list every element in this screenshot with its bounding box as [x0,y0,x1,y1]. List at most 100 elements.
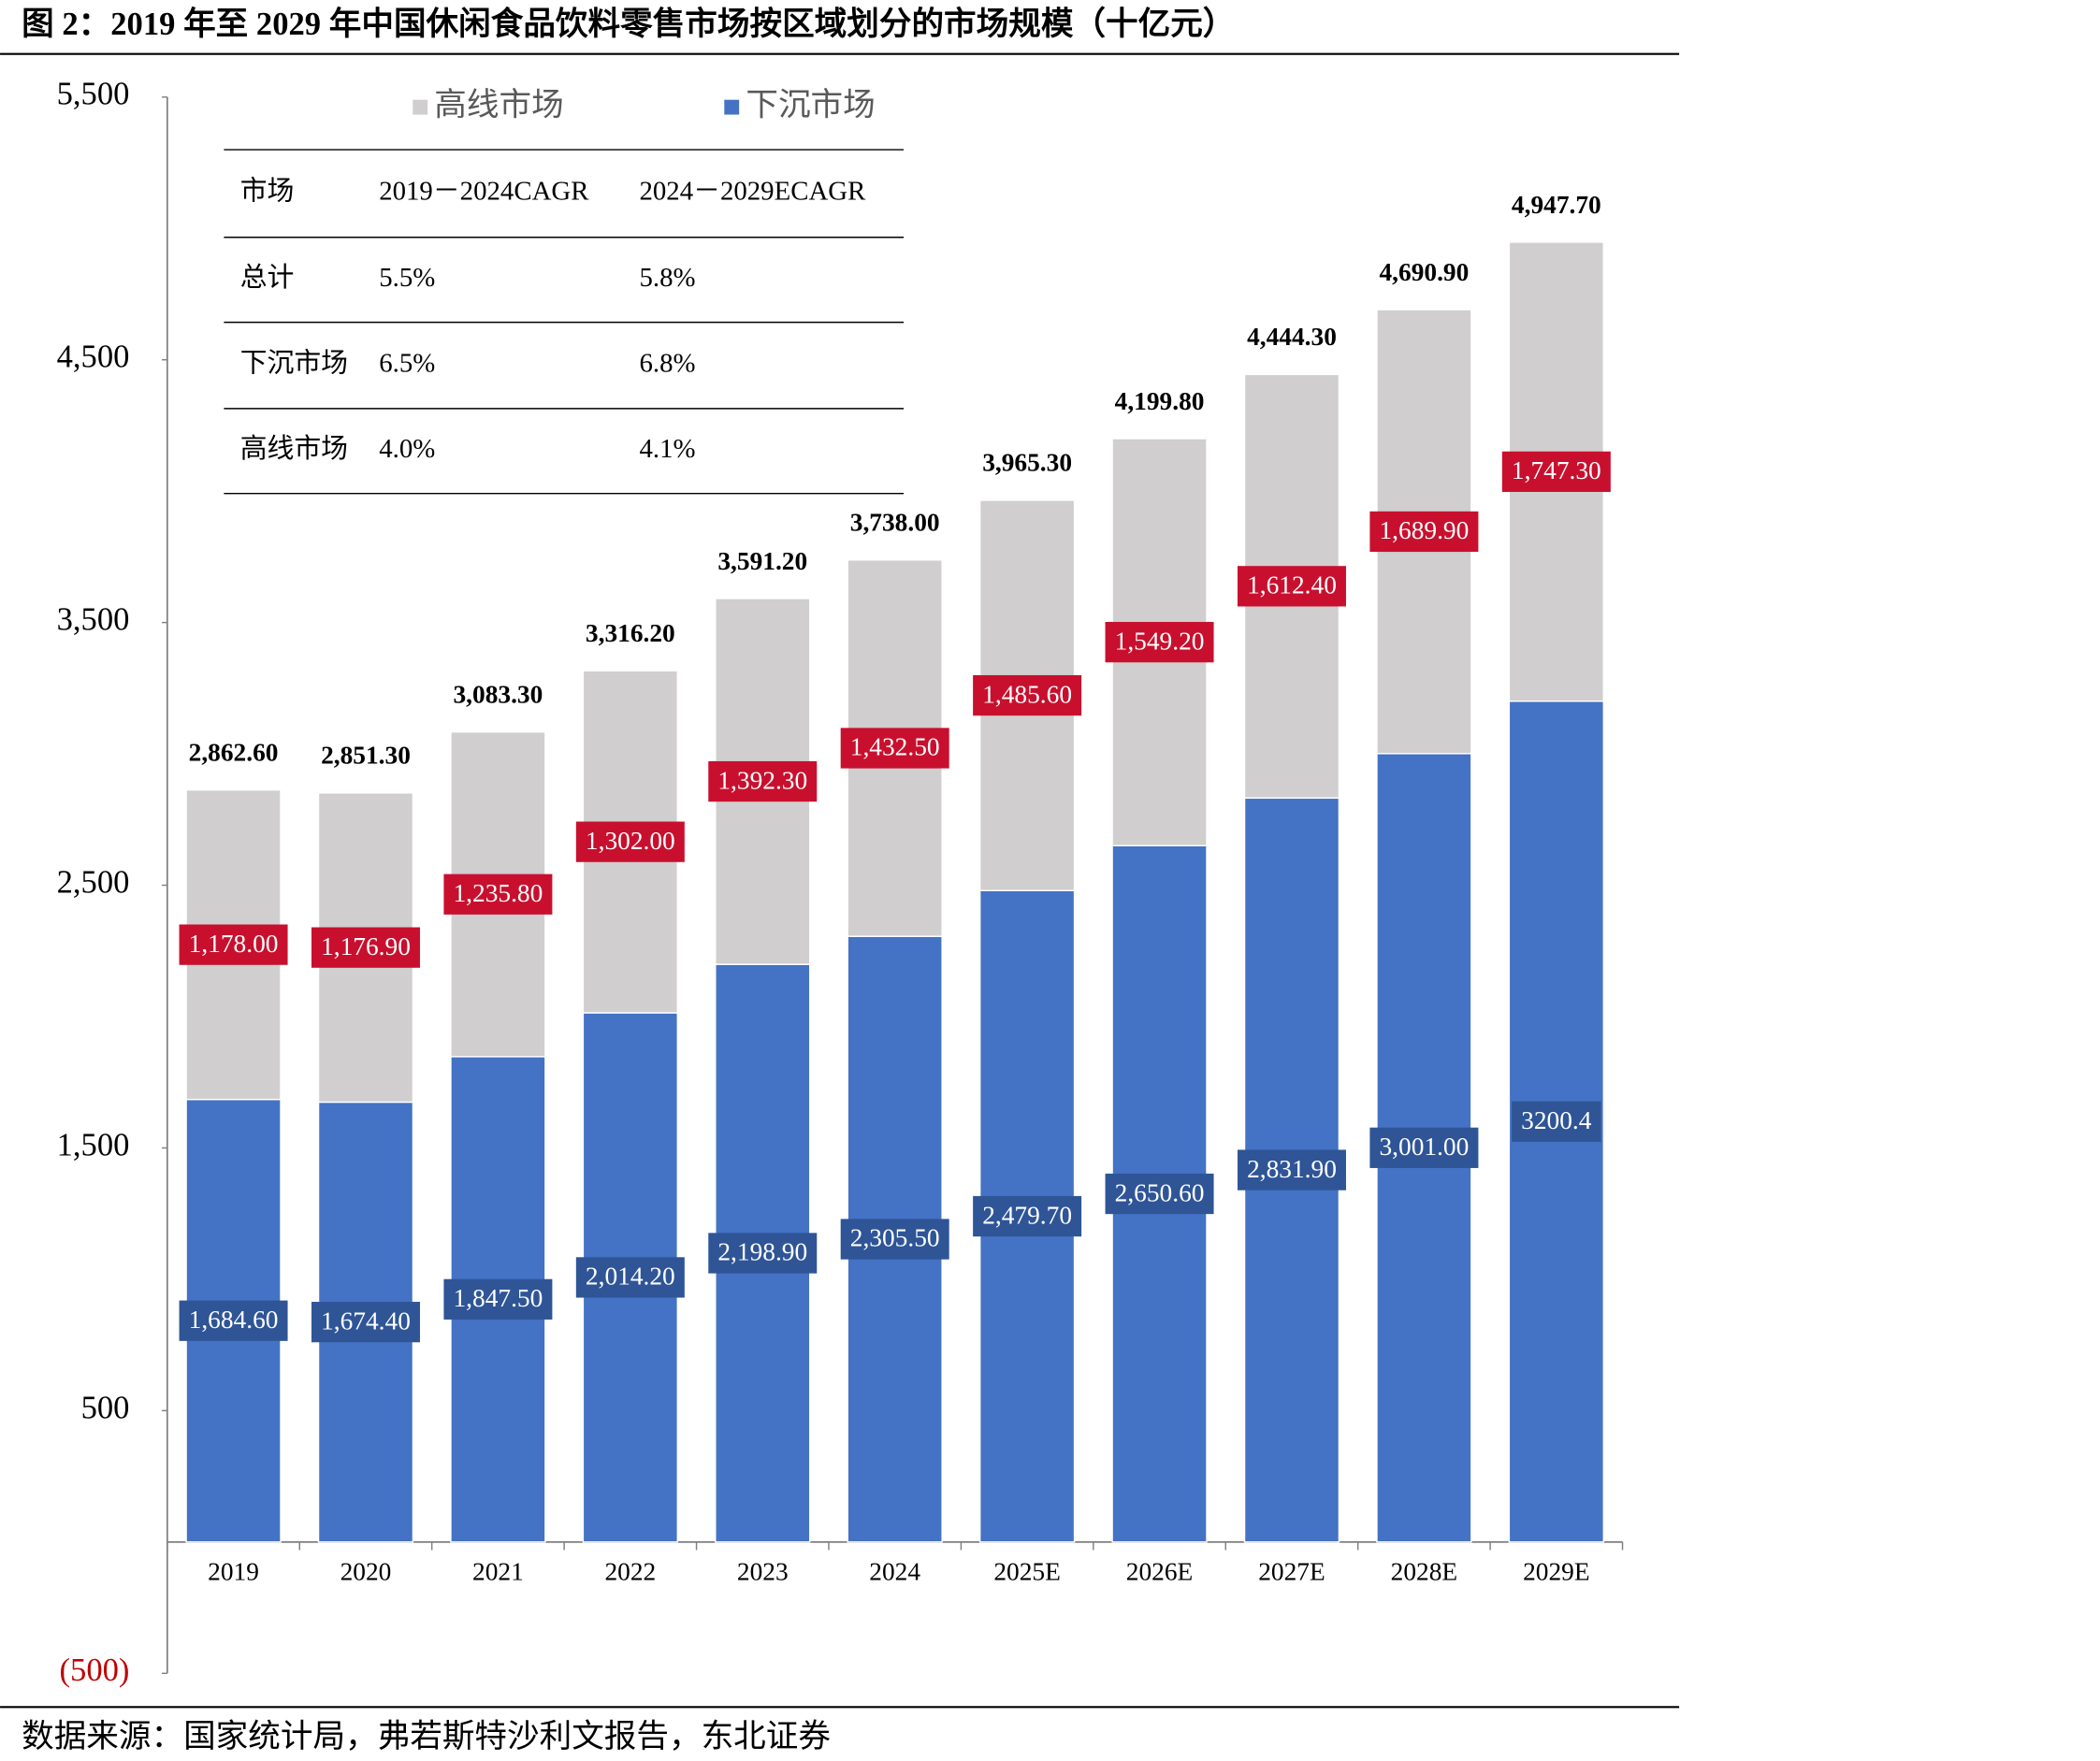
total-label: 3,316.20 [586,619,675,647]
table-cell: 4.1% [639,434,695,464]
total-label: 2,862.60 [189,738,279,766]
value-label: 1,235.80 [443,873,553,915]
value-label: 1,747.30 [1501,451,1611,493]
value-label-box [179,1300,288,1341]
value-label-text: 1,689.90 [1379,516,1469,544]
x-tick-label: 2028E [1391,1558,1457,1586]
value-label: 1,176.90 [311,927,420,968]
value-label-text: 1,432.50 [850,733,940,761]
value-label-box [1501,451,1611,493]
total-label: 4,947.70 [1512,191,1601,219]
value-label-text: 1,684.60 [189,1306,279,1334]
x-tick-label: 2020 [340,1558,392,1586]
value-label: 1,302.00 [575,821,685,862]
value-label: 2,650.60 [1105,1173,1214,1215]
x-tick-label: 2021 [472,1558,524,1586]
total-label: 3,965.30 [982,449,1072,477]
table-cell: 5.8% [639,263,695,293]
legend-swatch [724,99,740,115]
value-label-box [708,760,818,802]
value-label: 1,684.60 [179,1300,288,1341]
total-label: 3,083.30 [454,680,543,708]
table-header: 市场 [240,177,295,207]
total-label: 2,851.30 [321,742,411,770]
value-label-text: 3200.4 [1521,1106,1592,1134]
value-label-box [311,927,420,968]
value-label-text: 3,001.00 [1379,1133,1469,1161]
table-cell: 6.5% [379,348,435,378]
y-tick-label: (500) [60,1653,130,1688]
value-label: 1,485.60 [973,674,1082,716]
value-label: 2,479.70 [973,1195,1082,1237]
value-label: 3,001.00 [1369,1127,1479,1168]
legend-swatch [413,99,428,115]
table-header: 2024－2029ECAGR [639,177,866,207]
table-cell: 6.8% [639,348,695,378]
value-label-text: 1,178.00 [189,930,279,958]
x-tick-label: 2019 [208,1558,259,1586]
legend-label: 高线市场 [434,87,563,123]
value-label-box [575,821,685,862]
table-cell: 下沉市场 [240,348,348,378]
x-tick-label: 2026E [1126,1558,1193,1586]
table-header: 2019－2024CAGR [379,177,589,207]
x-tick-label: 2024 [869,1558,920,1586]
table-cell: 4.0% [379,434,435,464]
value-label: 2,305.50 [840,1219,949,1260]
total-label: 4,444.30 [1247,323,1337,351]
value-label-box [1369,1127,1479,1168]
table-cell: 总计 [240,263,295,293]
y-tick-label: 4,500 [57,339,130,375]
value-label-text: 2,479.70 [982,1201,1072,1229]
y-tick-label: 3,500 [57,602,130,638]
value-label-box [1237,1149,1346,1191]
value-label-box [1369,511,1479,553]
y-tick-label: 2,500 [57,864,130,900]
x-tick-label: 2027E [1258,1558,1325,1586]
y-tick-label: 500 [81,1390,130,1425]
y-tick-label: 5,500 [57,77,130,112]
value-label-box [1105,622,1214,663]
value-label-box [179,924,288,965]
value-label: 1,612.40 [1237,566,1346,607]
value-label-text: 1,392.30 [717,766,807,794]
x-tick-label: 2025E [993,1558,1060,1586]
value-label-box [1237,566,1346,607]
legend-label: 下沉市场 [746,87,875,123]
value-label-box [1512,1101,1601,1142]
value-label-box [840,728,949,769]
source: 数据来源：国家统计局，弗若斯特沙利文报告，东北证券 [22,1719,831,1754]
value-label-box [443,1278,553,1320]
y-tick-label: 1,500 [57,1127,130,1162]
value-label-text: 1,612.40 [1247,571,1337,599]
total-label: 4,690.90 [1379,258,1469,286]
x-tick-label: 2023 [737,1558,789,1586]
value-label-box [973,674,1082,716]
value-label: 2,198.90 [708,1233,818,1274]
value-label-text: 2,831.90 [1247,1155,1337,1183]
value-label: 1,432.50 [840,728,949,769]
value-label: 1,392.30 [708,760,818,802]
value-label-text: 2,014.20 [586,1263,675,1291]
value-label-box [575,1257,685,1298]
value-label-box [311,1302,420,1343]
value-label-text: 1,549.20 [1115,627,1205,655]
value-label: 2,831.90 [1237,1149,1346,1191]
value-label-text: 1,176.90 [321,932,411,960]
value-label-text: 2,650.60 [1115,1178,1205,1206]
value-label-text: 1,235.80 [454,879,543,907]
total-label: 3,738.00 [850,509,940,537]
total-label: 3,591.20 [717,547,807,575]
value-label-text: 2,305.50 [850,1224,940,1252]
value-label-box [708,1233,818,1274]
value-label: 1,689.90 [1369,511,1479,553]
table-cell: 高线市场 [240,434,348,464]
x-tick-label: 2022 [604,1558,656,1586]
value-label-box [1105,1173,1214,1215]
table-cell: 5.5% [379,263,435,293]
chart-title: 图 2：2019 年至 2029 年中国休闲食品饮料零售市场按区域划分的市场规模… [22,6,1235,42]
value-label-text: 1,747.30 [1512,456,1601,484]
value-label-text: 1,302.00 [586,827,675,855]
value-label-box [973,1195,1082,1237]
